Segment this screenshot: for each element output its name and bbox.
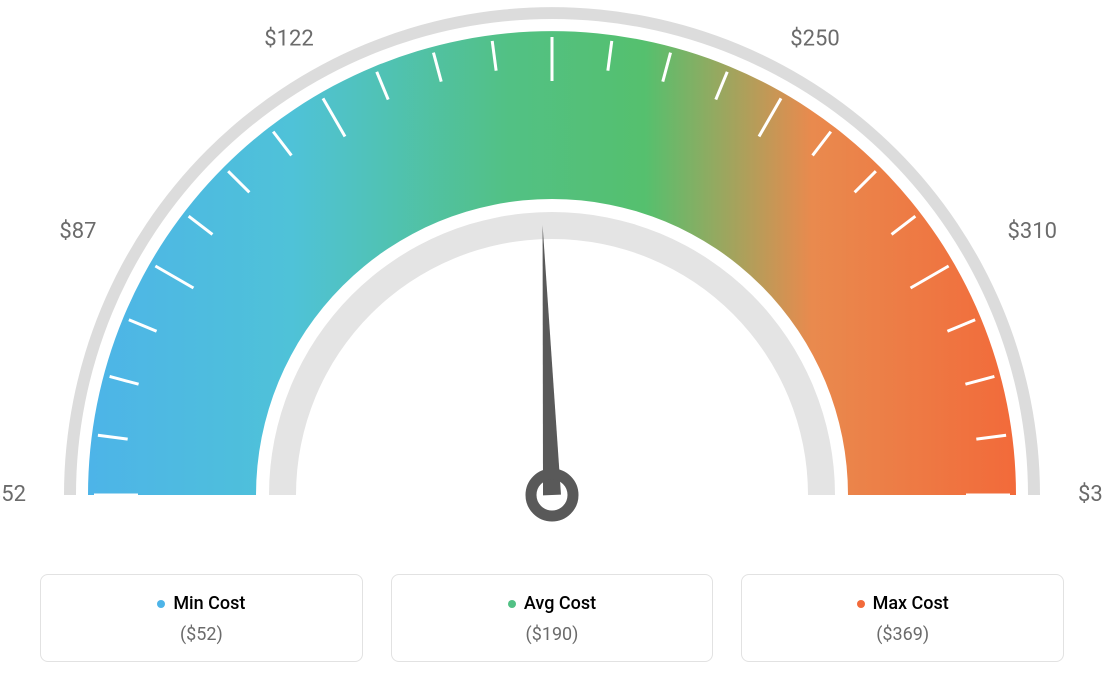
svg-text:$87: $87 (59, 219, 96, 244)
legend-max-dot (857, 600, 865, 608)
legend-avg-value: ($190) (402, 624, 703, 645)
legend-max: Max Cost ($369) (741, 574, 1064, 663)
legend-min: Min Cost ($52) (40, 574, 363, 663)
legend-min-value: ($52) (51, 624, 352, 645)
legend-avg-dot (508, 600, 516, 608)
svg-text:$52: $52 (0, 482, 26, 507)
legend-min-label: Min Cost (173, 593, 245, 614)
legend-row: Min Cost ($52) Avg Cost ($190) Max Cost … (40, 574, 1064, 663)
legend-avg-label: Avg Cost (524, 593, 596, 614)
svg-text:$122: $122 (264, 26, 313, 51)
svg-text:$310: $310 (1008, 219, 1057, 244)
cost-gauge: $52$87$122$190$250$310$369 (0, 0, 1104, 560)
legend-max-label: Max Cost (873, 593, 949, 614)
svg-text:$250: $250 (790, 26, 839, 51)
svg-text:$369: $369 (1078, 482, 1104, 507)
legend-min-dot (157, 600, 165, 608)
legend-max-value: ($369) (752, 624, 1053, 645)
legend-avg: Avg Cost ($190) (391, 574, 714, 663)
